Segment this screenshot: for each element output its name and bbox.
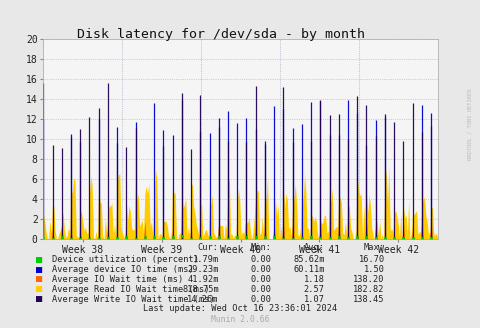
Text: 0.00: 0.00 bbox=[250, 275, 271, 284]
Text: Min:: Min: bbox=[250, 243, 271, 252]
Text: Munin 2.0.66: Munin 2.0.66 bbox=[211, 315, 269, 324]
Text: 41.92m: 41.92m bbox=[187, 275, 218, 284]
Text: Avg:: Avg: bbox=[303, 243, 324, 252]
Text: Last update: Wed Oct 16 23:36:01 2024: Last update: Wed Oct 16 23:36:01 2024 bbox=[143, 304, 337, 313]
Text: 14.26m: 14.26m bbox=[187, 295, 218, 304]
Text: ■: ■ bbox=[36, 265, 42, 275]
Text: 138.20: 138.20 bbox=[353, 275, 384, 284]
Text: 138.45: 138.45 bbox=[353, 295, 384, 304]
Text: 60.11m: 60.11m bbox=[293, 265, 324, 274]
Text: ■: ■ bbox=[36, 275, 42, 284]
Text: 1.18: 1.18 bbox=[303, 275, 324, 284]
Text: Disk latency for /dev/sda - by month: Disk latency for /dev/sda - by month bbox=[77, 28, 364, 41]
Text: ■: ■ bbox=[36, 284, 42, 294]
Text: 0.00: 0.00 bbox=[250, 255, 271, 264]
Text: 1.07: 1.07 bbox=[303, 295, 324, 304]
Text: 85.62m: 85.62m bbox=[293, 255, 324, 264]
Text: 0.00: 0.00 bbox=[250, 285, 271, 294]
Text: 182.82: 182.82 bbox=[353, 285, 384, 294]
Text: Max:: Max: bbox=[363, 243, 384, 252]
Text: 29.23m: 29.23m bbox=[187, 265, 218, 274]
Text: ■: ■ bbox=[36, 294, 42, 304]
Text: Average device IO time (ms): Average device IO time (ms) bbox=[52, 265, 193, 274]
Text: Average IO Wait time (ms): Average IO Wait time (ms) bbox=[52, 275, 183, 284]
Text: RRDTOOL / TOBI OETIKER: RRDTOOL / TOBI OETIKER bbox=[467, 89, 472, 160]
Text: Cur:: Cur: bbox=[197, 243, 218, 252]
Text: 0.00: 0.00 bbox=[250, 295, 271, 304]
Text: Average Write IO Wait time (ms): Average Write IO Wait time (ms) bbox=[52, 295, 214, 304]
Text: 1.79m: 1.79m bbox=[192, 255, 218, 264]
Text: 1.50: 1.50 bbox=[363, 265, 384, 274]
Text: 818.75m: 818.75m bbox=[182, 285, 218, 294]
Text: ■: ■ bbox=[36, 255, 42, 265]
Text: 16.70: 16.70 bbox=[358, 255, 384, 264]
Text: Average Read IO Wait time (ms): Average Read IO Wait time (ms) bbox=[52, 285, 209, 294]
Text: Device utilization (percent): Device utilization (percent) bbox=[52, 255, 199, 264]
Text: 0.00: 0.00 bbox=[250, 265, 271, 274]
Text: 2.57: 2.57 bbox=[303, 285, 324, 294]
